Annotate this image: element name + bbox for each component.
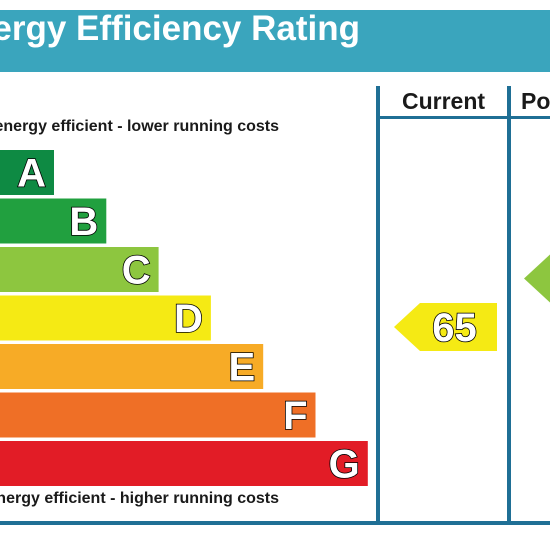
band-a-letter: A	[17, 152, 46, 196]
band-e-bar	[0, 344, 264, 389]
top-note: Very energy efficient - lower running co…	[0, 118, 279, 135]
current-rating-arrow	[394, 303, 497, 351]
band-c-letter: C	[122, 249, 151, 293]
current-header-underline	[376, 116, 511, 119]
bottom-note-wrap: Not energy efficient - higher running co…	[0, 490, 375, 512]
band-c-bar	[0, 247, 159, 292]
potential-column-header: Potential	[521, 88, 550, 114]
bottom-note: Not energy efficient - higher running co…	[0, 490, 279, 507]
band-g-bar	[0, 441, 368, 486]
title-bar	[0, 10, 550, 72]
current-column-left-divider	[376, 86, 380, 525]
current-column-header: Current	[401, 88, 486, 114]
chart-title: Energy Efficiency Rating	[0, 9, 360, 48]
band-b-bar	[0, 198, 107, 244]
current-column-right-divider	[507, 86, 511, 525]
band-f-bar	[0, 392, 316, 438]
frame-bottom-border	[0, 521, 550, 525]
band-a-bar	[0, 150, 54, 195]
chart-title-wrap: Energy Efficiency Rating	[0, 0, 550, 62]
potential-rating-arrow	[524, 254, 550, 303]
band-g-letter: G	[329, 443, 360, 487]
current-rating-value: 65	[432, 306, 477, 350]
top-note-wrap: Very energy efficient - lower running co…	[0, 118, 375, 140]
band-f-letter: F	[283, 394, 307, 438]
band-d-bar	[0, 295, 211, 341]
potential-header-underline	[507, 116, 550, 119]
band-d-letter: D	[174, 297, 203, 341]
band-e-letter: E	[229, 346, 256, 390]
band-b-letter: B	[69, 200, 98, 244]
